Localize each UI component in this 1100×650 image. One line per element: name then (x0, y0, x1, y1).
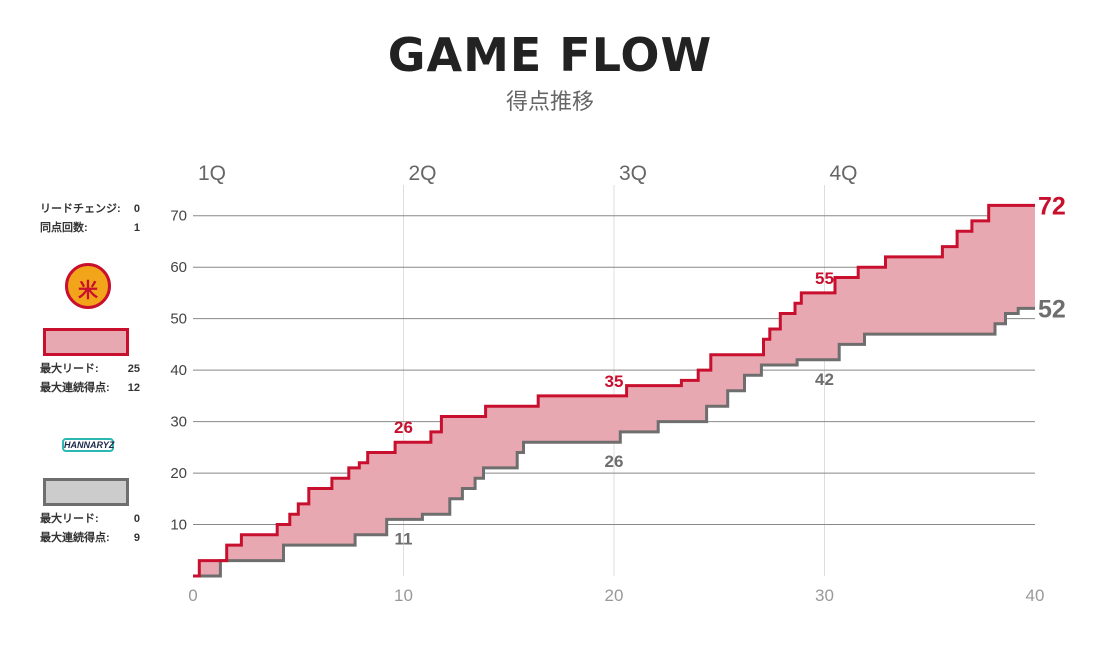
away-score-line (193, 306, 1035, 578)
nagoya-team-logo-icon: 米 (65, 263, 111, 309)
away-max-run-value: 9 (133, 532, 140, 544)
home-legend-swatch (43, 328, 129, 356)
ties-label: 同点回数: (40, 222, 88, 234)
quarter-label-1q: 1Q (198, 162, 226, 185)
ties-value: 1 (133, 222, 140, 234)
game-summary: リードチェンジ: 0 同点回数: 1 (40, 200, 140, 238)
home-max-lead-row: 最大リード: 25 (40, 360, 140, 379)
ties-row: 同点回数: 1 (40, 219, 140, 238)
away-legend-swatch (43, 478, 129, 506)
home-score-line (193, 203, 1035, 578)
away-quarter-score-2: 26 (605, 452, 624, 471)
home-max-lead-label: 最大リード: (40, 363, 99, 375)
hannaryz-team-logo-icon: HANNARYZ (62, 428, 114, 462)
home-max-run-label: 最大連続得点: (40, 382, 110, 394)
away-final-score: 52 (1038, 295, 1066, 323)
lead-changes-row: リードチェンジ: 0 (40, 200, 140, 219)
y-tick-label-3: 40 (170, 362, 187, 379)
away-max-lead-row: 最大リード: 0 (40, 510, 140, 529)
y-tick-label-1: 20 (170, 465, 187, 482)
quarter-label-3q: 3Q (619, 162, 647, 185)
away-max-run-label: 最大連続得点: (40, 532, 110, 544)
x-tick-label-1: 10 (394, 586, 413, 605)
y-tick-label-5: 60 (170, 259, 187, 276)
home-quarter-score-2: 35 (605, 372, 624, 391)
x-tick-label-2: 20 (605, 586, 624, 605)
away-max-lead-label: 最大リード: (40, 513, 99, 525)
away-stats: 最大リード: 0 最大連続得点: 9 (40, 510, 140, 548)
home-stats: 最大リード: 25 最大連続得点: 12 (40, 360, 140, 398)
home-quarter-score-3: 55 (815, 269, 834, 288)
quarter-label-4q: 4Q (830, 162, 858, 185)
quarter-label-2q: 2Q (409, 162, 437, 185)
page-subtitle: 得点推移 (505, 89, 594, 114)
away-logo-mark: HANNARYZ (62, 438, 115, 452)
page-title: GAME FLOW (387, 28, 713, 82)
y-tick-label-0: 10 (170, 517, 187, 534)
home-max-run-value: 12 (127, 382, 140, 394)
lead-changes-label: リードチェンジ: (40, 203, 121, 215)
home-quarter-score-1: 26 (394, 418, 413, 437)
home-final-score: 72 (1038, 192, 1066, 220)
y-tick-label-2: 30 (170, 414, 187, 431)
y-tick-label-4: 50 (170, 311, 187, 328)
away-max-run-row: 最大連続得点: 9 (40, 529, 140, 548)
home-logo-mark: 米 (78, 280, 98, 302)
away-max-lead-value: 0 (133, 513, 140, 525)
lead-margin-area (193, 205, 1035, 576)
away-quarter-score-3: 42 (815, 370, 834, 389)
away-quarter-score-1: 11 (395, 529, 413, 548)
home-max-run-row: 最大連続得点: 12 (40, 379, 140, 398)
y-tick-label-6: 70 (170, 208, 187, 225)
x-tick-label-0: 0 (188, 586, 197, 605)
x-tick-label-3: 30 (815, 586, 834, 605)
home-max-lead-value: 25 (127, 363, 140, 375)
lead-changes-value: 0 (133, 203, 140, 215)
x-tick-label-4: 40 (1026, 586, 1045, 605)
